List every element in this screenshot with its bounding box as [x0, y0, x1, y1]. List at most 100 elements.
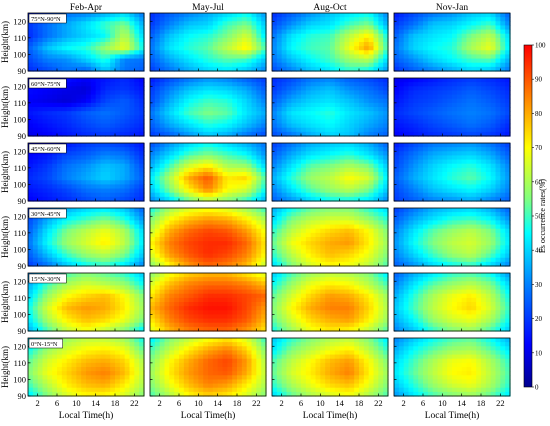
heatmap-cell [188, 82, 195, 87]
heatmap-cell [344, 167, 350, 173]
heatmap-cell [272, 163, 278, 169]
heatmap-cell [315, 107, 321, 112]
heatmap-cell [95, 13, 102, 18]
heatmap-cell [398, 127, 405, 133]
heatmap-cell [76, 228, 82, 234]
heatmap-cell [334, 62, 341, 68]
heatmap-cell [330, 37, 336, 43]
heatmap-cell [296, 224, 302, 230]
heatmap-cell [442, 33, 448, 39]
heatmap-cell [500, 131, 506, 137]
heatmap-cell [403, 90, 410, 96]
heatmap-cell [164, 159, 170, 165]
heatmap-cell [339, 143, 346, 148]
heatmap-cell [159, 241, 166, 246]
heatmap-cell [208, 127, 214, 133]
heatmap-cell [471, 131, 477, 137]
heatmap-cell [310, 111, 317, 116]
heatmap-cell [193, 147, 199, 152]
heatmap-cell [188, 188, 195, 194]
heatmap-cell [413, 37, 419, 43]
heatmap-cell [403, 131, 410, 137]
heatmap-cell [95, 123, 102, 129]
heatmap-cell [232, 237, 238, 242]
heatmap-cell [495, 78, 501, 83]
heatmap-cell [305, 25, 312, 31]
heatmap-cell [95, 257, 102, 263]
heatmap-cell [368, 163, 375, 169]
heatmap-cell [310, 159, 317, 165]
heatmap-cell [408, 192, 414, 198]
heatmap-cell [110, 50, 116, 56]
heatmap-cell [485, 143, 492, 148]
heatmap-cell [134, 176, 140, 181]
heatmap-cell [193, 17, 199, 22]
heatmap-cell [100, 184, 106, 190]
heatmap-cell [394, 13, 400, 18]
heatmap-cell [286, 21, 292, 27]
heatmap-cell [334, 58, 341, 64]
heatmap-cell [188, 66, 195, 72]
heatmap-cell [272, 29, 278, 35]
heatmap-cell [413, 33, 419, 39]
heatmap-cell [286, 50, 292, 56]
heatmap-cell [495, 94, 501, 100]
heatmap-cell [105, 111, 111, 116]
heatmap-cell [95, 42, 102, 47]
heatmap-cell [276, 42, 283, 47]
heatmap-cell [52, 151, 58, 157]
heatmap-cell [296, 37, 302, 43]
heatmap-cell [334, 119, 341, 125]
heatmap-cell [47, 58, 53, 64]
heatmap-cell [47, 241, 53, 246]
heatmap-cell [237, 66, 243, 72]
heatmap-cell [325, 50, 331, 56]
heatmap-cell [115, 66, 121, 72]
heatmap-cell [383, 37, 389, 43]
heatmap-cell [86, 107, 92, 112]
heatmap-cell [466, 192, 472, 198]
heatmap-cell [291, 155, 297, 161]
heatmap-cell [57, 163, 63, 169]
heatmap-cell [203, 123, 209, 129]
heatmap-cell [66, 253, 73, 259]
heatmap-cell [227, 208, 233, 213]
heatmap-cell [57, 224, 63, 230]
heatmap-cell [164, 86, 170, 92]
heatmap-cell [71, 127, 77, 133]
heatmap-cell [169, 253, 175, 259]
heatmap-cell [241, 212, 248, 217]
heatmap-cell [95, 58, 102, 64]
heatmap-cell [500, 127, 506, 133]
heatmap-cell [378, 212, 384, 217]
heatmap-cell [301, 62, 307, 68]
heatmap-cell [359, 176, 365, 181]
heatmap-cell [325, 90, 331, 96]
heatmap-cell [383, 17, 389, 22]
heatmap-cell [286, 131, 292, 137]
heatmap-cell [398, 86, 405, 92]
heatmap-cell [124, 29, 131, 35]
heatmap-cell [119, 46, 126, 51]
heatmap-cell [90, 253, 97, 259]
heatmap-cell [222, 216, 228, 222]
heatmap-cell [442, 115, 448, 121]
heatmap-cell [208, 155, 214, 161]
heatmap-cell [227, 21, 233, 27]
heatmap-cell [188, 241, 195, 246]
heatmap-cell [408, 155, 414, 161]
heatmap-cell [296, 94, 302, 100]
heatmap-cell [100, 216, 106, 222]
heatmap-cell [495, 58, 501, 64]
heatmap-cell [154, 167, 161, 173]
heatmap-cell [466, 180, 472, 186]
heatmap-cell [47, 180, 53, 186]
heatmap-cell [154, 228, 161, 234]
heatmap-cell [154, 188, 161, 194]
heatmap-cell [42, 54, 48, 60]
heatmap-cell [86, 131, 92, 137]
heatmap-cell [241, 94, 248, 100]
heatmap-cell [217, 151, 224, 157]
heatmap-cell [418, 50, 424, 56]
heatmap-cell [81, 86, 87, 92]
